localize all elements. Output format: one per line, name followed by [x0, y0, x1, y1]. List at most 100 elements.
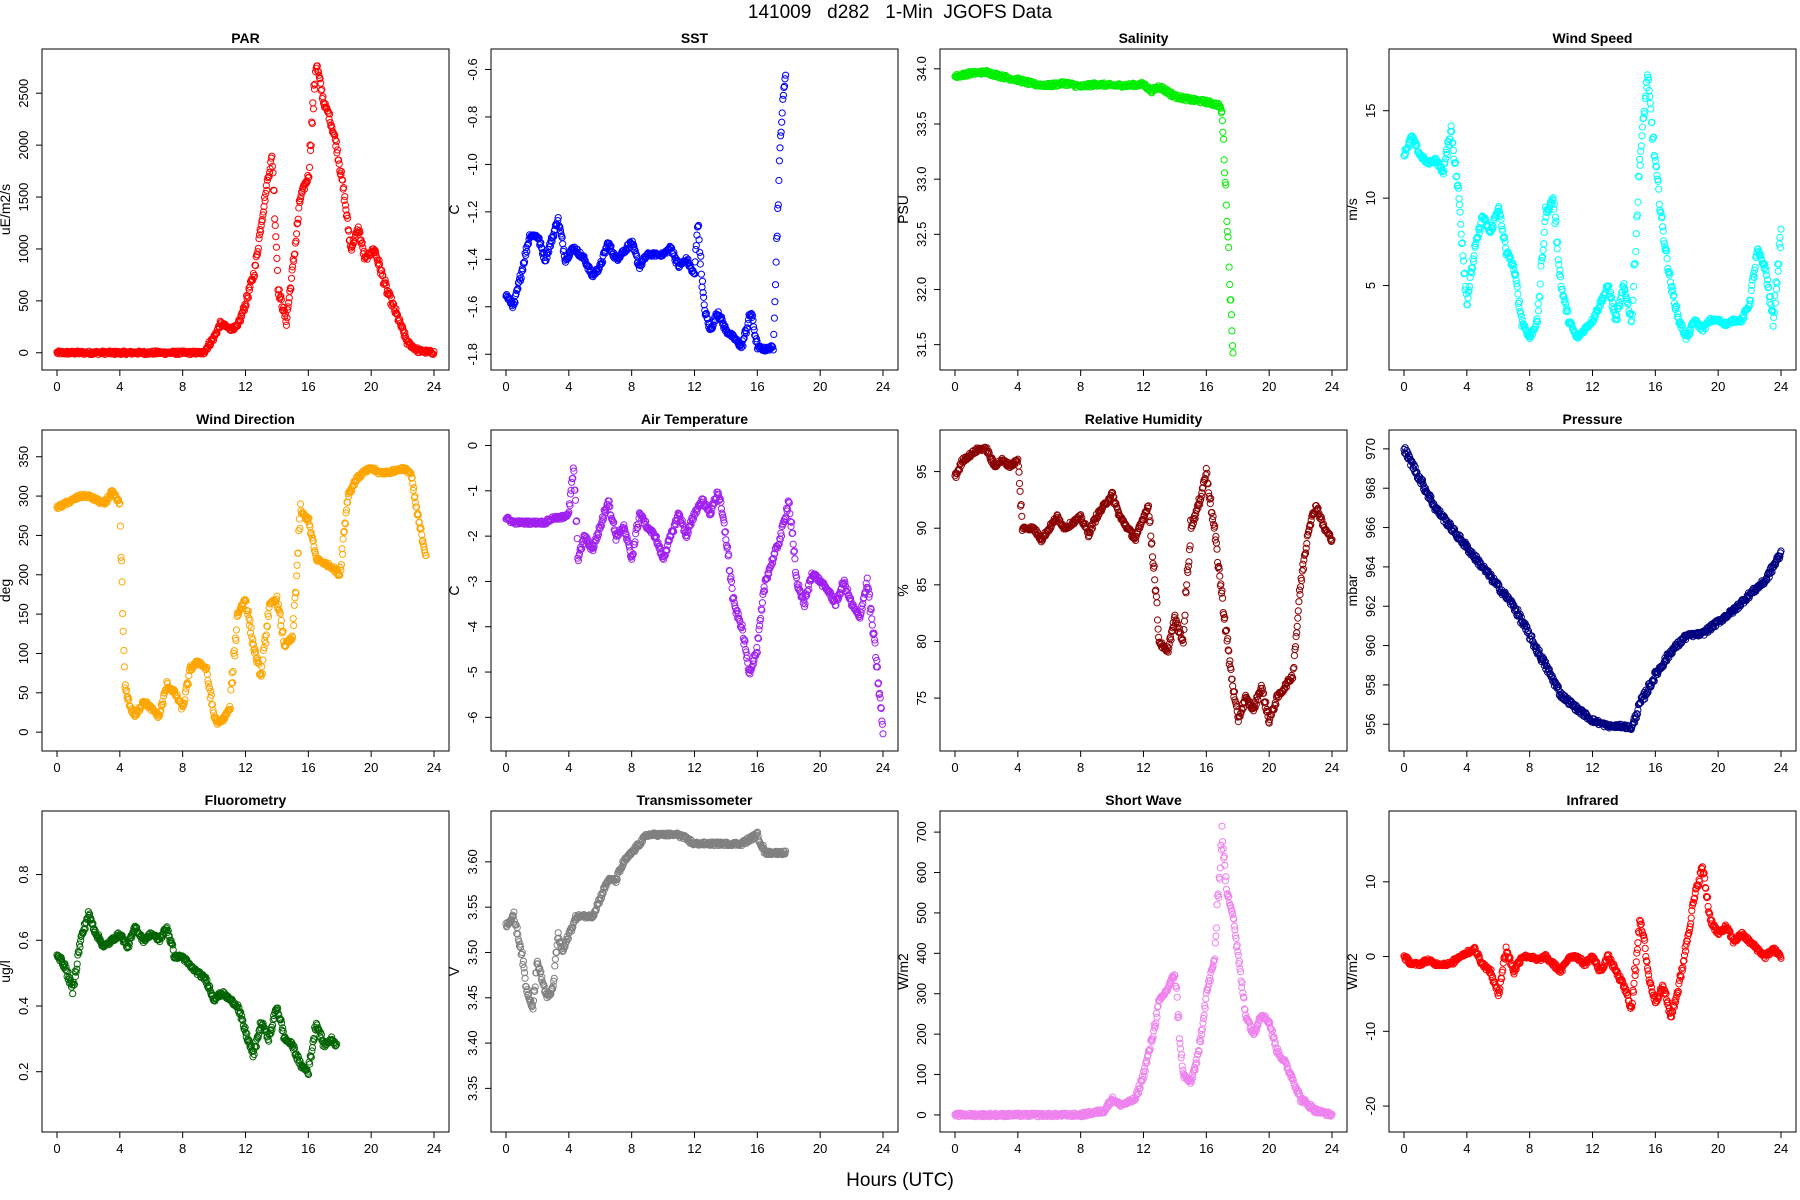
- data-point: [1762, 271, 1771, 279]
- series-wind-speed: [1400, 71, 1785, 343]
- data-point: [1774, 267, 1782, 275]
- x-tick-label: 20: [813, 760, 827, 775]
- data-point: [120, 663, 128, 671]
- data-point: [1455, 201, 1464, 209]
- y-tick-label: -4: [465, 621, 480, 633]
- data-point: [1539, 246, 1547, 254]
- data-point: [1296, 591, 1304, 599]
- y-tick-label: 100: [16, 643, 31, 665]
- data-point: [750, 323, 758, 331]
- x-tick-label: 20: [1711, 760, 1725, 775]
- data-point: [1769, 322, 1777, 330]
- y-tick-label: -1.0: [465, 153, 480, 175]
- y-tick-label: -1.8: [465, 343, 480, 365]
- data-point: [546, 242, 555, 250]
- data-point: [344, 214, 352, 222]
- x-tick-label: 4: [116, 760, 123, 775]
- data-point: [254, 244, 262, 252]
- data-point: [560, 245, 568, 253]
- data-point: [697, 252, 705, 260]
- data-point: [337, 171, 345, 179]
- data-point: [339, 176, 347, 184]
- y-tick-label: 956: [1363, 713, 1378, 735]
- data-point: [273, 254, 281, 262]
- x-tick-label: 0: [951, 379, 958, 394]
- data-point: [309, 99, 317, 107]
- data-point: [518, 267, 526, 275]
- data-point: [284, 306, 292, 314]
- x-tick-label: 16: [301, 379, 315, 394]
- x-tick-label: 20: [1711, 379, 1725, 394]
- data-point: [335, 156, 343, 164]
- data-point: [769, 343, 777, 351]
- data-point: [693, 231, 701, 239]
- data-point: [1636, 161, 1644, 169]
- data-point: [296, 524, 304, 533]
- data-point: [340, 184, 348, 192]
- data-point: [1294, 607, 1302, 615]
- data-point: [1457, 230, 1465, 238]
- x-tick-label: 12: [238, 760, 252, 775]
- y-tick-label: -1.4: [465, 248, 480, 270]
- y-tick-label: 964: [1363, 556, 1378, 578]
- data-point: [266, 168, 274, 177]
- data-point: [1771, 292, 1779, 300]
- x-tick-label: 24: [1325, 379, 1339, 394]
- x-tick-label: 12: [687, 379, 701, 394]
- data-point: [283, 314, 291, 322]
- data-point: [378, 267, 386, 275]
- y-tick-label: 300: [16, 485, 31, 507]
- y-tick-label: 966: [1363, 517, 1378, 539]
- y-tick-label: 2500: [16, 79, 31, 108]
- x-tick-label: 8: [1077, 760, 1084, 775]
- data-point: [737, 344, 745, 352]
- chart-title: Air Temperature: [641, 411, 748, 427]
- x-tick-label: 12: [238, 379, 252, 394]
- data-point: [528, 232, 536, 241]
- x-tick-label: 0: [1400, 379, 1407, 394]
- data-point: [686, 261, 694, 269]
- data-point: [782, 71, 790, 79]
- data-point: [271, 221, 279, 230]
- y-tick-label: 968: [1363, 477, 1378, 499]
- data-point: [227, 326, 235, 334]
- data-point: [714, 308, 722, 316]
- plot-frame: [41, 48, 450, 371]
- series-air-temperature: [502, 464, 887, 738]
- data-point: [1018, 512, 1026, 520]
- data-point: [337, 168, 345, 176]
- y-tick-label: 960: [1363, 635, 1378, 657]
- data-point: [1515, 303, 1523, 311]
- data-point: [430, 348, 438, 356]
- data-point: [254, 248, 262, 256]
- data-point: [418, 531, 426, 539]
- data-point: [282, 317, 290, 326]
- y-tick-label: 5: [1363, 282, 1378, 289]
- data-point: [272, 233, 280, 241]
- x-tick-label: 16: [750, 379, 764, 394]
- x-tick-label: 20: [813, 379, 827, 394]
- data-point: [1632, 248, 1640, 256]
- data-point: [1556, 266, 1564, 274]
- data-point: [1293, 622, 1301, 631]
- data-point: [777, 128, 785, 136]
- data-point: [116, 522, 125, 530]
- data-point: [1222, 201, 1230, 209]
- data-point: [1185, 558, 1193, 566]
- y-tick-label: -2: [465, 530, 480, 542]
- x-tick-label: 8: [179, 379, 186, 394]
- data-point: [1536, 280, 1544, 288]
- data-point: [293, 230, 301, 238]
- data-point: [268, 152, 276, 160]
- x-tick-label: 0: [951, 760, 958, 775]
- data-point: [744, 320, 752, 328]
- data-point: [779, 91, 788, 99]
- data-point: [695, 236, 703, 244]
- x-tick-label: 16: [1648, 379, 1662, 394]
- x-tick-label: 12: [1136, 760, 1150, 775]
- data-point: [1663, 255, 1671, 263]
- data-point: [281, 310, 289, 318]
- data-point: [287, 285, 295, 293]
- x-tick-label: 8: [628, 379, 635, 394]
